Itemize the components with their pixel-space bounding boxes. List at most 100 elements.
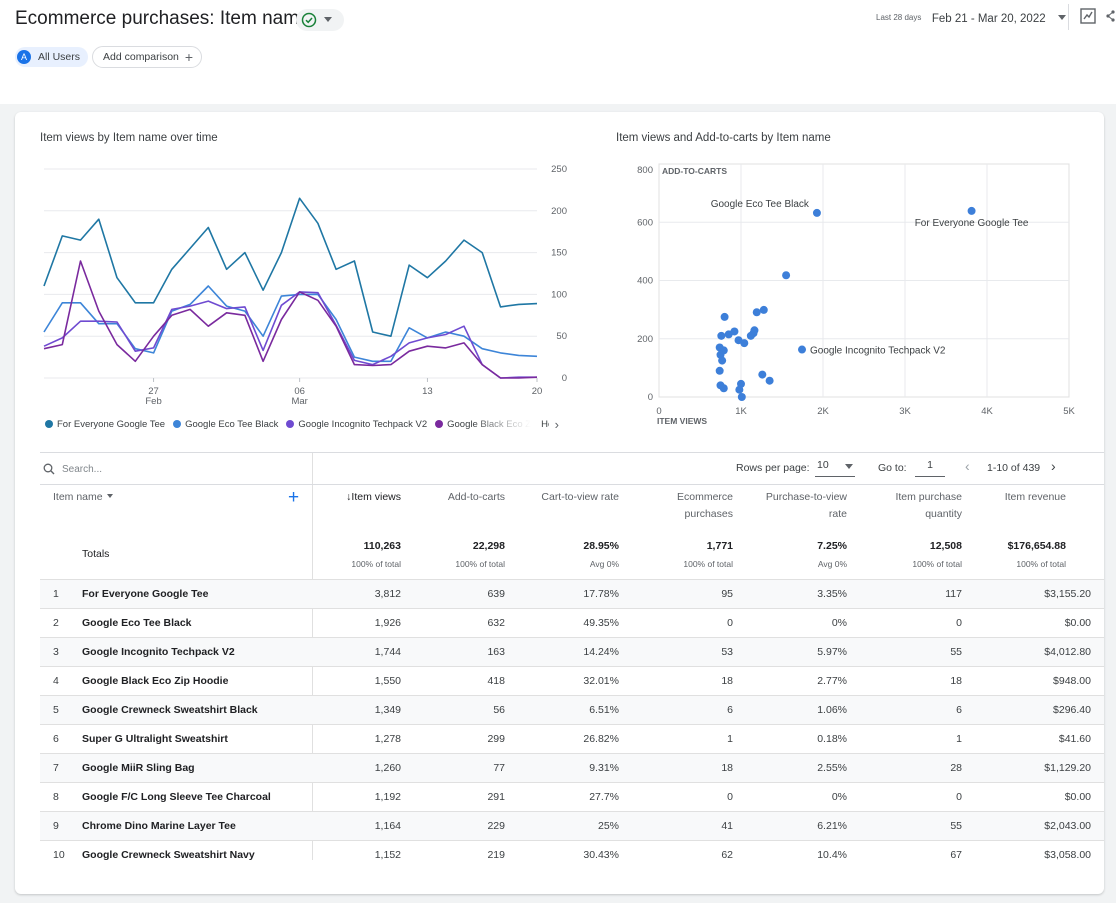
metric-cell: $296.40	[1053, 704, 1091, 716]
metric-cell: $4,012.80	[1044, 646, 1091, 658]
next-page-icon[interactable]: ›	[1051, 458, 1056, 474]
column-header-add-to-carts[interactable]: Add-to-carts	[415, 489, 505, 506]
metric-cell: 9.31%	[589, 762, 619, 774]
row-number: 10	[53, 849, 65, 861]
metric-cell: 41	[721, 820, 733, 832]
metric-cell: 0	[727, 617, 733, 629]
line-chart: 250 200 150 100 50 0 27 Feb 06 Mar 13 20	[40, 157, 575, 422]
total-value: 7.25%	[817, 540, 847, 552]
table-row[interactable]: 1 For Everyone Google Tee 3,812 639 17.78% 95…	[40, 579, 1104, 608]
page-range: 1-10 of 439	[987, 462, 1041, 474]
scatter-point[interactable]	[765, 376, 774, 385]
y-tick-label: 800	[637, 165, 653, 176]
metric-cell: 0%	[831, 617, 847, 629]
scatter-point[interactable]	[798, 345, 807, 354]
total-sub: Avg 0%	[817, 559, 847, 569]
x-tick-label: 20	[532, 386, 543, 397]
comparison-chip-all-users[interactable]: A All Users	[15, 47, 89, 67]
line-chart-title: Item views by Item name over time	[40, 132, 218, 144]
metric-cell: 418	[487, 675, 505, 687]
metric-cell: 2.77%	[817, 675, 847, 687]
report-status-dropdown[interactable]	[296, 9, 344, 31]
scatter-point[interactable]	[735, 385, 744, 394]
scatter-point[interactable]	[718, 356, 727, 365]
item-name-cell: Chrome Dino Marine Layer Tee	[82, 820, 236, 832]
scatter-point[interactable]	[746, 331, 755, 340]
scatter-chart: 800 600 400 200 0 0 1K 2K 3K 4K 5K ADD-TO-CARTS ITEM…	[610, 157, 1080, 440]
dimension-header[interactable]: Item name	[53, 489, 113, 506]
legend-item[interactable]: Google Eco Tee Black	[173, 419, 278, 430]
metric-cell: 6.21%	[817, 820, 847, 832]
table-row[interactable]: 10 Google Crewneck Sweatshirt Navy 1,152 21…	[40, 840, 1104, 869]
metric-cell: 14.24%	[583, 646, 619, 658]
add-dimension-icon[interactable]: +	[288, 487, 300, 508]
column-header-item-purchase-quantity[interactable]: Item purchase quantity	[875, 489, 962, 523]
scatter-point[interactable]	[759, 305, 768, 314]
legend-item[interactable]: For Everyone Google Tee	[45, 419, 165, 430]
metric-cell: 1,744	[374, 646, 401, 658]
metric-cell: 1.06%	[817, 704, 847, 716]
scatter-point[interactable]	[719, 384, 728, 393]
legend-next-icon[interactable]: ›	[548, 419, 559, 432]
table-row[interactable]: 2 Google Eco Tee Black 1,926 632 49.35% 0 0% 0 $…	[40, 608, 1104, 637]
search-input[interactable]: Search...	[40, 453, 313, 485]
metric-cell: 26.82%	[583, 733, 619, 745]
column-header-label: Item views	[351, 491, 401, 503]
rows-per-page-select[interactable]: 10	[815, 459, 855, 477]
table-row[interactable]: 7 Google MiiR Sling Bag 1,260 77 9.31% 18 2.55…	[40, 753, 1104, 782]
metric-cell: 0	[727, 791, 733, 803]
row-number: 6	[53, 733, 59, 745]
table-row[interactable]: 5 Google Crewneck Sweatshirt Black 1,349 56…	[40, 695, 1104, 724]
legend-item[interactable]: Google Incognito Techpack V2	[286, 419, 427, 430]
metric-cell: $0.00	[1064, 617, 1091, 629]
legend-label: Google Incognito Techpack V2	[298, 419, 428, 430]
column-header-item-views[interactable]: ↓Item views	[315, 489, 401, 506]
legend-dot-icon	[45, 420, 53, 428]
page-title: Ecommerce purchases: Item name	[15, 8, 310, 29]
column-header-purchase-to-view-rate[interactable]: Purchase-to-view rate	[755, 489, 847, 523]
x-tick-label: 13	[422, 386, 433, 397]
scatter-point[interactable]	[717, 331, 726, 340]
scatter-point[interactable]	[758, 370, 767, 379]
scatter-point[interactable]	[812, 208, 821, 217]
column-header-cart-to-view-rate[interactable]: Cart-to-view rate	[520, 489, 619, 506]
scatter-point[interactable]	[737, 393, 746, 401]
customize-report-icon[interactable]	[1079, 7, 1097, 25]
column-header-label: Item purchase quantity	[895, 491, 962, 520]
series-line[interactable]	[43, 291, 537, 379]
metric-cell: $2,043.00	[1044, 820, 1091, 832]
table-row[interactable]: 6 Super G Ultralight Sweatshirt 1,278 299 26…	[40, 724, 1104, 753]
divider	[40, 484, 1104, 485]
previous-page-icon[interactable]: ‹	[965, 458, 970, 474]
column-header-item-revenue[interactable]: Item revenue	[985, 489, 1066, 506]
series-line[interactable]	[43, 260, 538, 379]
metric-cell: 1,192	[374, 791, 401, 803]
scatter-point[interactable]	[752, 308, 761, 317]
chevron-down-icon	[1058, 15, 1067, 20]
series-line[interactable]	[43, 197, 538, 337]
item-name-cell: Google F/C Long Sleeve Tee Charcoal	[82, 791, 271, 803]
total-value: 28.95%	[583, 540, 619, 552]
add-comparison-button[interactable]: Add comparison +	[92, 46, 203, 68]
metric-cell: 53	[721, 646, 733, 658]
scatter-point[interactable]	[715, 366, 724, 375]
share-icon[interactable]	[1106, 10, 1116, 22]
column-header-ecommerce-purchases[interactable]: Ecommerce purchases	[645, 489, 733, 523]
scatter-point[interactable]	[740, 339, 749, 348]
date-range-picker[interactable]: Last 28 days Feb 21 - Mar 20, 2022	[876, 9, 1067, 25]
point-label: For Everyone Google Tee	[915, 218, 1029, 229]
table-row[interactable]: 4 Google Black Eco Zip Hoodie 1,550 418 32.0…	[40, 666, 1104, 695]
scatter-point[interactable]	[730, 327, 739, 336]
goto-page-input[interactable]: 1	[915, 459, 945, 477]
x-tick-month-label: Mar	[291, 396, 307, 407]
metric-cell: 67	[950, 849, 962, 861]
scatter-point[interactable]	[720, 312, 729, 321]
scatter-point[interactable]	[782, 271, 791, 280]
table-row[interactable]: 8 Google F/C Long Sleeve Tee Charcoal 1,19…	[40, 782, 1104, 811]
total-value: $176,654.88	[1007, 540, 1066, 552]
scatter-point[interactable]	[967, 206, 976, 215]
table-row[interactable]: 9 Chrome Dino Marine Layer Tee 1,164 229 25%…	[40, 811, 1104, 840]
legend-dot-icon	[435, 420, 444, 428]
table-row[interactable]: 3 Google Incognito Techpack V2 1,744 163 14.…	[40, 637, 1104, 666]
metric-cell: 6.51%	[589, 704, 619, 716]
